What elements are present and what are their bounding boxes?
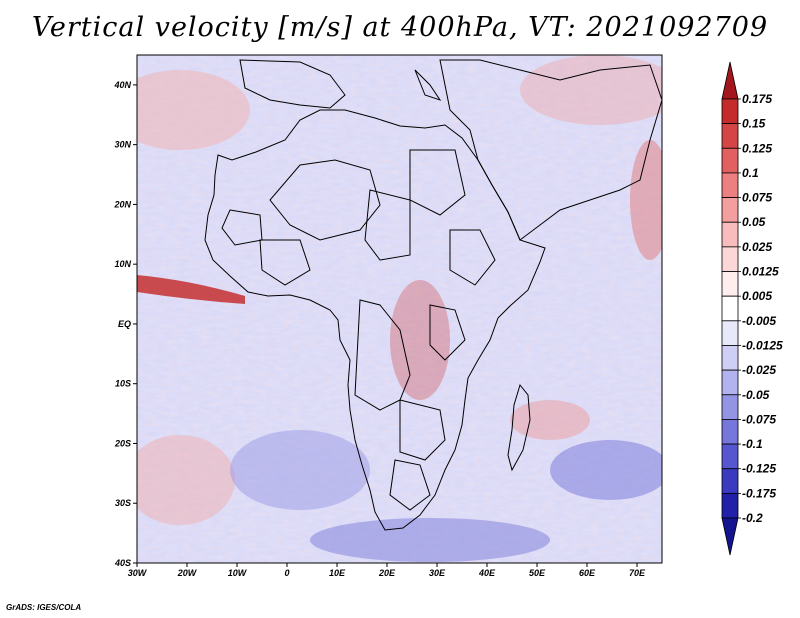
colorbar-swatch xyxy=(721,221,739,248)
y-axis: 40S 30S 20S 10S EQ 10N 20N 30N 40N xyxy=(113,80,137,568)
colorbar-swatch xyxy=(721,123,739,149)
x-tick-label: 10E xyxy=(329,568,346,578)
colorbar-swatch xyxy=(721,394,739,420)
colorbar-label: 0.175 xyxy=(742,92,772,106)
y-tick-label: 30S xyxy=(115,498,131,508)
y-tick-label: 20N xyxy=(113,199,131,209)
y-tick-label: 20S xyxy=(114,438,131,448)
colorbar-label: -0.125 xyxy=(742,462,776,476)
colorbar-label: -0.075 xyxy=(742,412,776,426)
colorbar-label: 0.05 xyxy=(742,215,766,229)
plot-frame xyxy=(136,54,663,564)
x-tick-label: 20E xyxy=(378,568,396,578)
vertical-velocity-field xyxy=(137,55,662,563)
colorbar-label: 0.1 xyxy=(742,166,759,180)
colorbar-swatch xyxy=(721,369,739,396)
x-axis: 30W 20W 10W 0 10E 20E 30E 40E 50E 60E 70E xyxy=(128,563,646,578)
colorbar-label: -0.0125 xyxy=(742,338,783,352)
y-tick-label: 40N xyxy=(113,80,131,90)
colorbar-swatch xyxy=(721,172,739,198)
colorbar-label: 0.0125 xyxy=(742,265,779,279)
colorbar: 0.175 0.15 0.125 0.1 0.075 0.05 0.025 0.0125 0.0… xyxy=(721,61,783,556)
x-tick-label: 70E xyxy=(629,568,646,578)
y-tick-label: 10N xyxy=(114,259,131,269)
colorbar-swatch xyxy=(721,320,739,346)
colorbar-swatch xyxy=(721,61,739,100)
colorbar-label: 0.005 xyxy=(742,289,772,303)
colorbar-swatch xyxy=(721,246,739,272)
colorbar-swatch xyxy=(721,98,739,125)
y-tick-label: 40S xyxy=(114,558,131,568)
x-tick-label: 30W xyxy=(128,568,148,578)
x-tick-label: 50E xyxy=(529,568,546,578)
colorbar-swatch xyxy=(721,147,739,174)
colorbar-label: 0.075 xyxy=(742,191,772,205)
map-title: Vertical velocity [m/s] at 400hPa, VT: 2… xyxy=(31,12,769,43)
colorbar-swatch xyxy=(721,492,739,519)
y-tick-label: 30N xyxy=(114,140,131,150)
y-tick-label: EQ xyxy=(118,319,131,329)
x-tick-label: 10W xyxy=(228,568,248,578)
colorbar-label: -0.025 xyxy=(742,363,776,377)
colorbar-swatch xyxy=(721,468,739,494)
colorbar-swatch xyxy=(721,295,739,322)
colorbar-label: 0.15 xyxy=(742,117,766,131)
x-tick-label: 60E xyxy=(579,568,596,578)
colorbar-swatch xyxy=(721,517,739,556)
x-tick-label: 0 xyxy=(284,568,289,578)
colorbar-label: -0.175 xyxy=(742,486,776,500)
colorbar-label: -0.2 xyxy=(742,511,763,525)
colorbar-label: -0.1 xyxy=(742,437,763,451)
x-tick-label: 20W xyxy=(177,568,198,578)
colorbar-label: -0.005 xyxy=(742,314,776,328)
grads-credit: GrADS: IGES/COLA xyxy=(6,603,82,612)
colorbar-swatch xyxy=(721,197,739,223)
colorbar-label: -0.05 xyxy=(742,388,770,402)
colorbar-label: 0.125 xyxy=(742,141,772,155)
x-tick-label: 40E xyxy=(478,568,496,578)
x-tick-label: 30E xyxy=(429,568,446,578)
y-tick-label: 10S xyxy=(115,379,131,389)
colorbar-swatch xyxy=(721,271,739,297)
colorbar-label: 0.025 xyxy=(742,240,772,254)
colorbar-swatch xyxy=(721,345,739,371)
coastline-and-borders xyxy=(204,59,663,531)
colorbar-swatch xyxy=(721,419,739,445)
colorbar-swatch xyxy=(721,443,739,470)
